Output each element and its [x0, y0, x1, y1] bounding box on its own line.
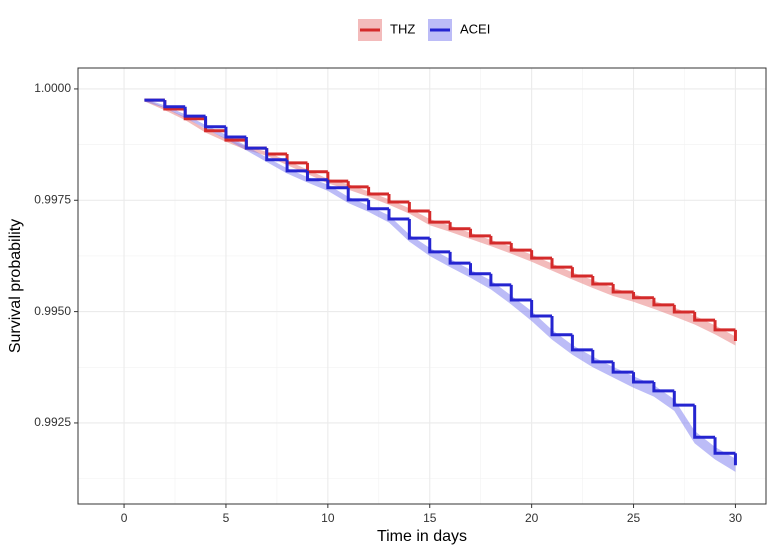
survival-step	[305, 162, 328, 174]
y-tick-label: 1.0000	[34, 81, 71, 95]
survival-step	[693, 405, 716, 439]
survival-step	[652, 297, 675, 307]
y-tick-label: 0.9950	[34, 304, 71, 318]
survival-step	[632, 372, 654, 384]
survival-step	[326, 171, 349, 183]
survival-step	[550, 316, 573, 337]
survival-step	[611, 361, 634, 374]
survival-step	[265, 148, 288, 162]
survival-step	[224, 130, 247, 142]
x-tick-label: 25	[627, 511, 641, 525]
survival-step	[611, 283, 634, 294]
survival-step	[305, 170, 328, 182]
survival-step	[672, 304, 695, 314]
survival-step	[346, 187, 369, 202]
survival-step	[448, 222, 471, 231]
x-tick-label: 0	[121, 511, 128, 525]
survival-step	[326, 179, 349, 190]
survival-step	[163, 100, 186, 109]
survival-step	[346, 181, 369, 189]
survival-step	[550, 258, 573, 269]
y-tick-label: 0.9925	[34, 415, 71, 429]
survival-step	[285, 159, 308, 173]
survival-step	[387, 194, 410, 204]
x-tick-label: 5	[223, 511, 230, 525]
survival-step	[570, 267, 593, 278]
survival-step	[570, 334, 593, 352]
y-tick-label: 0.9975	[34, 192, 71, 206]
survival-step	[448, 251, 471, 265]
survival-step	[183, 106, 206, 118]
survival-step	[469, 228, 491, 238]
survival-step	[591, 349, 614, 364]
survival-step	[632, 292, 654, 300]
survival-step	[407, 202, 430, 213]
y-axis-title: Survival probability	[7, 219, 24, 353]
survival-step	[530, 250, 553, 260]
survival-step	[367, 199, 389, 211]
x-axis-title: Time in days	[377, 528, 467, 545]
survival-step	[387, 208, 410, 221]
x-tick-label: 20	[525, 511, 539, 525]
survival-step	[407, 218, 430, 240]
survival-step	[489, 273, 512, 287]
survival-step	[489, 235, 512, 245]
survival-step	[224, 126, 247, 139]
x-tick-label: 15	[423, 511, 437, 525]
survival-step	[428, 210, 451, 224]
survival-step	[591, 275, 614, 286]
survival-step	[713, 320, 736, 332]
survival-step	[428, 238, 451, 254]
survival-step	[509, 243, 532, 252]
survival-step	[652, 381, 675, 393]
panel-border	[77, 67, 767, 505]
survival-step	[530, 300, 553, 318]
x-tick-label: 10	[321, 511, 335, 525]
legend-label: ACEI	[460, 21, 490, 36]
survival-step	[672, 390, 695, 407]
survival-step	[713, 437, 736, 455]
x-tick-label: 30	[729, 511, 743, 525]
survival-step	[204, 116, 226, 129]
survival-step	[367, 186, 389, 196]
survival-step	[469, 263, 491, 276]
survival-step	[509, 284, 532, 302]
legend-label: THZ	[390, 21, 415, 36]
confidence-band	[144, 98, 736, 346]
confidence-band	[144, 98, 736, 472]
survival-step	[244, 137, 267, 150]
survival-step	[285, 153, 308, 165]
survival-step	[693, 312, 716, 322]
